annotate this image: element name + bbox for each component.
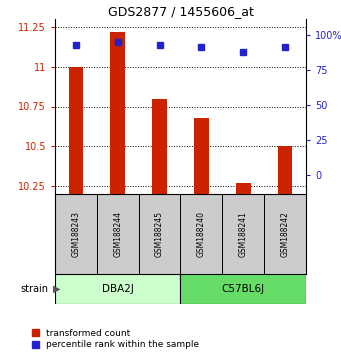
Bar	[139, 194, 180, 274]
Text: GSM188244: GSM188244	[113, 211, 122, 257]
Text: GSM188240: GSM188240	[197, 211, 206, 257]
Bar	[69, 67, 83, 194]
Bar	[55, 274, 180, 304]
Text: DBA2J: DBA2J	[102, 284, 134, 294]
Text: GSM188243: GSM188243	[71, 211, 80, 257]
Text: strain: strain	[20, 284, 48, 294]
Bar	[110, 32, 125, 194]
Bar	[152, 98, 167, 194]
Bar	[180, 274, 306, 304]
Text: ▶: ▶	[53, 284, 61, 294]
Bar	[236, 183, 251, 194]
Bar	[194, 118, 209, 194]
Bar	[97, 194, 139, 274]
Bar	[222, 194, 264, 274]
Bar	[180, 194, 222, 274]
Text: GSM188245: GSM188245	[155, 211, 164, 257]
Text: GSM188242: GSM188242	[281, 211, 290, 257]
Legend: transformed count, percentile rank within the sample: transformed count, percentile rank withi…	[32, 329, 199, 349]
Bar	[264, 194, 306, 274]
Text: C57BL6J: C57BL6J	[222, 284, 265, 294]
Title: GDS2877 / 1455606_at: GDS2877 / 1455606_at	[107, 5, 253, 18]
Text: GSM188241: GSM188241	[239, 211, 248, 257]
Bar	[55, 194, 97, 274]
Bar	[278, 146, 292, 194]
